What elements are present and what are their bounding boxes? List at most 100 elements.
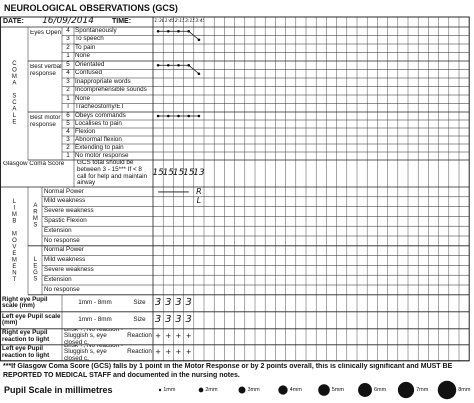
score: 3 bbox=[66, 136, 70, 143]
limb-response: Severe weakness bbox=[44, 207, 94, 215]
response: Obeys commands bbox=[75, 112, 126, 119]
pupil-label: Left eye Pupil scale (mm) bbox=[2, 312, 61, 327]
pupil-value: 3 bbox=[175, 313, 182, 325]
pupil-size-label: 8mm bbox=[458, 387, 471, 394]
response: No motor response bbox=[75, 152, 129, 159]
time: 11:45 bbox=[163, 18, 173, 24]
response: None bbox=[75, 52, 91, 60]
pupil-field: Size bbox=[133, 315, 146, 323]
observation-dot bbox=[167, 29, 170, 33]
observation-dot bbox=[197, 72, 201, 76]
pupil-label: Right eye Pupil reaction to light bbox=[2, 329, 50, 343]
gcs-value: 13 bbox=[194, 164, 204, 182]
response: Flexion bbox=[75, 128, 96, 135]
limb-group: LEGS bbox=[32, 257, 39, 284]
limb-response: No response bbox=[44, 285, 80, 293]
score: 4 bbox=[66, 128, 70, 135]
limb-response: Mild weakness bbox=[44, 197, 86, 205]
pupil-value: + bbox=[175, 348, 182, 357]
pupil-value: + bbox=[175, 332, 182, 341]
response: To pain bbox=[75, 44, 96, 51]
score: 5 bbox=[66, 120, 70, 127]
pupil-range: 1mm - 8mm bbox=[78, 315, 112, 323]
pupil-field: Size bbox=[133, 298, 146, 306]
time-label: TIME: bbox=[112, 17, 132, 25]
pupil-size-circle bbox=[278, 385, 288, 395]
section-label: COMA SCALE bbox=[11, 61, 18, 126]
response: Orientated bbox=[75, 61, 105, 68]
response: None bbox=[75, 95, 91, 102]
response: Incomprehensible sounds bbox=[75, 86, 147, 94]
score: 2 bbox=[66, 86, 70, 94]
observation-dot bbox=[156, 63, 160, 67]
limb-response: Normal Power bbox=[44, 187, 84, 195]
pupil-range: Brisk +, No reaction - Sluggish s, eye c… bbox=[64, 328, 123, 345]
time: 13:45 bbox=[194, 18, 204, 24]
date: 16/09/2014 bbox=[42, 16, 94, 27]
pupil-value: + bbox=[185, 332, 192, 341]
response: Localises to pain bbox=[75, 120, 122, 127]
observation-dot bbox=[167, 63, 170, 67]
score: 3 bbox=[66, 78, 70, 85]
pupil-value: + bbox=[165, 348, 172, 357]
pupil-size-circle bbox=[158, 388, 162, 392]
response: Extending to pain bbox=[75, 144, 124, 151]
pupil-size-circle bbox=[318, 384, 330, 396]
pupil-value: 3 bbox=[165, 296, 172, 308]
group-label: Best verbal response bbox=[30, 64, 62, 77]
score: T bbox=[66, 103, 70, 111]
score: 5 bbox=[66, 61, 70, 68]
observation-dot bbox=[197, 38, 201, 42]
score: 1 bbox=[66, 52, 70, 60]
section-label: LIMB MOVEMENT bbox=[11, 198, 18, 284]
pupil-value: 3 bbox=[185, 313, 192, 325]
group-label: Best motor response bbox=[30, 115, 61, 128]
pupil-value: 3 bbox=[154, 296, 162, 308]
limb-response: Severe weakness bbox=[44, 265, 94, 273]
observation-dot bbox=[197, 114, 201, 118]
score: 2 bbox=[66, 44, 70, 51]
observation-dot bbox=[187, 29, 190, 33]
observation-dot bbox=[156, 114, 160, 118]
pupil-size-circle bbox=[397, 381, 415, 399]
pupil-range: 1mm - 8mm bbox=[78, 298, 112, 306]
pupil-size-label: 7mm bbox=[416, 387, 429, 394]
date-label: DATE: bbox=[3, 17, 24, 25]
limb-response: No response bbox=[44, 236, 80, 244]
limb-response: Extension bbox=[44, 275, 72, 283]
pupil-scale-title: Pupil Scale in millimetres bbox=[4, 384, 113, 395]
pupil-size-label: 1mm bbox=[163, 387, 176, 394]
time: 13:15 bbox=[184, 18, 194, 24]
limb-response: Mild weakness bbox=[44, 256, 86, 264]
pupil-value: + bbox=[165, 332, 172, 341]
footer-note: ***If Glasgow Coma Score (GCS) falls by … bbox=[3, 363, 453, 379]
score: 4 bbox=[66, 27, 70, 34]
response: Spontaneously bbox=[75, 27, 117, 34]
pupil-value: 3 bbox=[165, 313, 172, 325]
gcs-value: 15 bbox=[184, 164, 194, 182]
pupil-range: Brisk +, No reaction - Sluggish s, eye c… bbox=[64, 344, 123, 361]
pupil-label: Left eye Pupil reaction to light bbox=[2, 345, 50, 359]
pupil-size-circle bbox=[198, 387, 204, 393]
pupil-label: Right eye Pupil scale (mm) bbox=[2, 295, 48, 310]
pupil-value: + bbox=[155, 348, 162, 357]
observation-dot bbox=[187, 63, 190, 67]
response: Tracheostomy/ET bbox=[75, 103, 125, 111]
group-label: Eyes Open bbox=[30, 30, 62, 36]
response: Inappropriate words bbox=[75, 78, 131, 85]
observation-dot bbox=[177, 114, 180, 118]
pupil-field: Reaction bbox=[127, 332, 152, 340]
time: 11:30 bbox=[153, 18, 163, 24]
pupil-value: + bbox=[185, 348, 192, 357]
pupil-size-label: 6mm bbox=[373, 387, 387, 394]
limb-note: R bbox=[196, 187, 202, 196]
form-border bbox=[0, 16, 470, 362]
pupil-size-label: 3mm bbox=[247, 387, 260, 394]
score: 3 bbox=[66, 35, 70, 43]
pupil-value: + bbox=[155, 332, 162, 341]
pupil-value: 3 bbox=[154, 313, 162, 325]
observation-dot bbox=[187, 114, 190, 118]
time: 12:15 bbox=[173, 18, 183, 24]
observation-dot bbox=[177, 63, 180, 67]
